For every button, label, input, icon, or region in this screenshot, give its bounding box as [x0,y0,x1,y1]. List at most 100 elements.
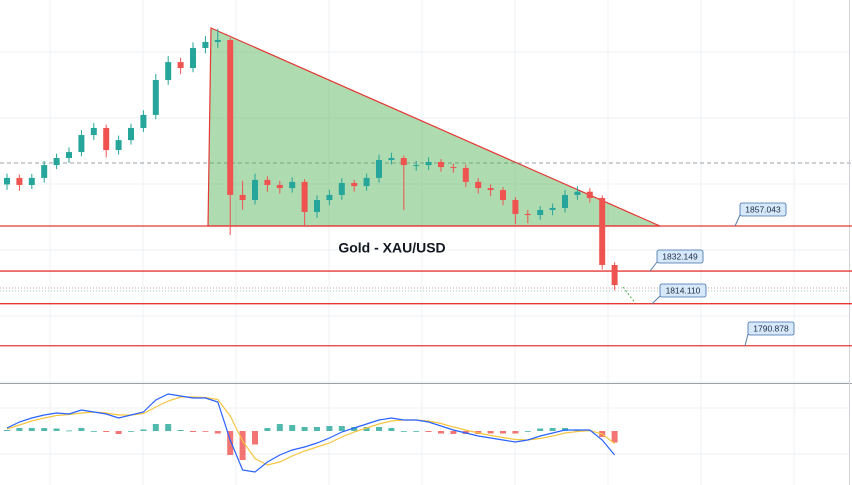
histogram-bar [326,426,333,431]
candle-body [264,179,271,185]
level-label-box [739,202,787,217]
histogram-bar [549,428,556,431]
histogram-bar [227,431,234,455]
level-label: 1814.110 [666,285,701,295]
candle-body [314,200,320,212]
candle-body [28,177,35,185]
candle-body [202,41,209,48]
level-label: 1857.043 [745,204,781,214]
candle-body [4,177,10,185]
candle-body [276,184,283,189]
histogram-bar [190,431,196,432]
candle-body [152,80,159,115]
histogram-bar [301,427,308,431]
histogram-bar [438,431,444,434]
histogram-bar [400,431,407,432]
candle-body [500,190,506,201]
histogram-bar [28,428,35,431]
histogram-bar [512,431,519,434]
levels [0,225,852,347]
candle-body [289,181,296,189]
histogram-bar [115,431,122,434]
candle-body [438,161,444,168]
candle-body [103,127,110,151]
candle-body [376,160,382,178]
histogram-bar [152,424,159,431]
histogram-bar [177,430,184,431]
histogram-bar [338,426,345,431]
candle-body [165,62,172,81]
histogram-bar [4,430,10,431]
candle-body [425,161,432,166]
level-label-box [656,249,704,264]
projection [622,286,637,305]
histogram-bar [165,424,172,431]
candle-body [462,167,469,182]
histogram-bar [41,428,48,431]
candle-body [586,191,593,199]
candle-body [190,47,196,69]
histogram-bar [16,428,23,431]
histogram-bar [363,427,370,431]
level-labels: 1857.043 1832.149 1814.110 1790.878 [649,202,795,346]
histogram-bar [500,431,506,434]
candle-body [400,158,407,166]
histogram-bar [388,428,395,431]
label-leader [651,295,661,305]
candle-body [413,165,420,167]
histogram-bar [537,428,544,431]
histogram-bar [202,431,209,432]
label-leader [744,333,749,346]
histogram-bar [289,425,296,431]
candle-body [562,194,568,208]
macd-line [6,393,616,473]
histogram-bar [524,431,531,432]
histogram-bar [413,431,420,432]
level-label-box [747,321,795,336]
label-leader [649,261,658,272]
candle-body [524,213,531,216]
candle-body [140,114,147,128]
histogram-bar [450,431,457,434]
candle-body [115,140,122,151]
histogram-bar [214,431,221,434]
candle-body [53,158,60,166]
histogram-bar [276,424,283,431]
signal-line [6,396,615,466]
candle-body [252,179,258,201]
candle-body [611,264,618,286]
histogram-bar [264,428,271,431]
level-label-box [659,283,707,298]
candle-body [388,158,395,161]
candle-body [326,194,333,201]
histogram-bar [487,431,494,434]
histogram-bar [103,431,110,432]
candle-body [475,181,482,189]
candle-body [599,198,606,265]
candle-body [574,191,581,195]
histogram-bar [78,428,85,431]
candle-body [537,209,544,216]
histogram-bar [90,431,97,432]
histogram-bar [252,431,258,445]
candle-body [128,127,134,141]
level-label: 1832.149 [662,251,698,261]
candle-body [41,165,48,178]
candle-body [512,200,519,214]
candle-body [66,152,72,159]
candle-body [338,182,345,195]
candle-body [301,181,308,212]
histogram-bar [351,427,358,431]
candle-body [16,177,23,185]
label-leader [734,214,741,227]
candle-body [90,127,97,136]
histogram-bar [53,428,60,431]
macd-pane [4,393,618,473]
candle-body [177,62,184,69]
candle-body [214,40,221,42]
candle-body [239,194,246,201]
histogram-bar [140,429,147,431]
histogram-bar [425,431,432,432]
